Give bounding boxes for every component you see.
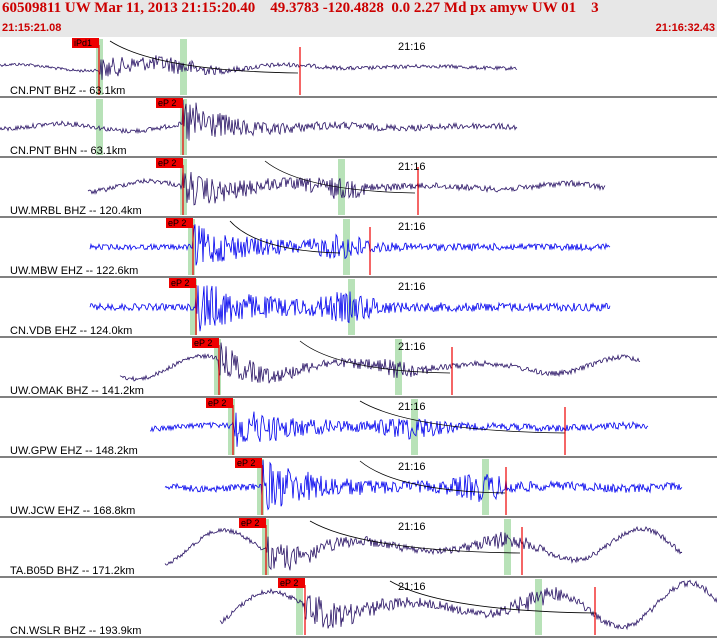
minute-label: 21:16 (398, 221, 426, 233)
station-label: CN.VDB EHZ -- 124.0km (10, 325, 132, 337)
pick-window-band (257, 459, 264, 515)
pick-label-box[interactable] (156, 158, 183, 168)
pick-label: eP 2 (171, 278, 189, 288)
pick-label-box[interactable] (72, 38, 99, 48)
travel-time-curve (359, 460, 506, 494)
pick-label-box[interactable] (235, 458, 262, 468)
minute-label: 21:16 (398, 581, 426, 593)
waveform-trace (149, 411, 649, 447)
station-label: CN.WSLR BHZ -- 193.9km (10, 625, 141, 637)
pick-label: iPd1 (74, 38, 92, 48)
pick-label: eP 2 (237, 458, 255, 468)
trace-row[interactable]: iPd1 21:16 CN.PNT BHZ -- 63.1km (0, 38, 717, 98)
pick-label-box[interactable] (156, 98, 183, 108)
trace-row[interactable]: eP 2 CN.PNT BHN -- 63.1km (0, 98, 717, 158)
travel-time-curve (359, 400, 566, 434)
pick-label: eP 2 (158, 158, 176, 168)
waveform-trace (164, 460, 683, 511)
end-time: 21:16:32.43 (655, 22, 715, 34)
waveform-trace (219, 579, 717, 631)
pick-window-band (338, 159, 345, 215)
station-label: UW.MBW EHZ -- 122.6km (10, 265, 138, 277)
pick-label-box[interactable] (166, 218, 193, 228)
waveform-trace (87, 169, 606, 206)
event-title: 60509811 UW Mar 11, 2013 21:15:20.40 49.… (2, 0, 599, 16)
station-label: UW.GPW EHZ -- 148.2km (10, 445, 138, 457)
minute-label: 21:16 (398, 521, 426, 533)
pick-window-band (535, 579, 542, 635)
trace-row[interactable]: eP 2 21:16 UW.MRBL BHZ -- 120.4km (0, 158, 717, 218)
pick-window-band (343, 219, 350, 275)
pick-label-box[interactable] (192, 338, 219, 348)
minute-label: 21:16 (398, 161, 426, 173)
pick-label: eP 2 (168, 218, 186, 228)
pick-window-band (395, 339, 402, 395)
pick-window-band (228, 399, 235, 455)
pick-label-box[interactable] (169, 278, 196, 288)
pick-label: eP 2 (241, 518, 259, 528)
waveform-trace (0, 99, 518, 141)
waveform-trace (119, 342, 641, 384)
travel-time-curve (309, 520, 521, 554)
waveform-trace (89, 285, 611, 332)
pick-label-box[interactable] (278, 578, 305, 588)
minute-label: 21:16 (398, 341, 426, 353)
pick-label: eP 2 (194, 338, 212, 348)
pick-label-box[interactable] (239, 518, 266, 528)
event-header: 60509811 UW Mar 11, 2013 21:15:20.40 49.… (0, 0, 717, 37)
pick-label: eP 2 (158, 98, 176, 108)
pick-window-band (482, 459, 489, 515)
trace-row[interactable]: eP 2 21:16 TA.B05D BHZ -- 171.2km (0, 518, 717, 578)
waveform-trace (0, 55, 518, 80)
start-time: 21:15:21.08 (2, 22, 62, 34)
pick-label: eP 2 (208, 398, 226, 408)
pick-window-band (214, 339, 221, 395)
pick-label-box[interactable] (206, 398, 233, 408)
pick-window-band (504, 519, 511, 575)
trace-row[interactable]: eP 2 21:16 UW.MBW EHZ -- 122.6km (0, 218, 717, 278)
travel-time-curve (389, 580, 596, 614)
waveform-trace (164, 525, 683, 571)
trace-row[interactable]: eP 2 21:16 CN.VDB EHZ -- 124.0km (0, 278, 717, 338)
trace-row[interactable]: eP 2 21:16 UW.OMAK BHZ -- 141.2km (0, 338, 717, 398)
station-label: TA.B05D BHZ -- 171.2km (10, 565, 135, 577)
minute-label: 21:16 (398, 41, 426, 53)
pick-window-band (188, 219, 195, 275)
trace-row[interactable]: eP 2 21:16 UW.JCW EHZ -- 168.8km (0, 458, 717, 518)
pick-window-band (348, 279, 355, 335)
station-label: CN.PNT BHN -- 63.1km (10, 145, 127, 157)
trace-row[interactable]: eP 2 21:16 UW.GPW EHZ -- 148.2km (0, 398, 717, 458)
pick-label: eP 2 (280, 578, 298, 588)
pick-window-band (411, 399, 418, 455)
station-label: UW.JCW EHZ -- 168.8km (10, 505, 135, 517)
pick-window-band (190, 279, 197, 335)
travel-time-curve (299, 340, 451, 374)
pick-window-band (296, 579, 303, 635)
minute-label: 21:16 (398, 281, 426, 293)
travel-time-curve (264, 160, 416, 194)
travel-time-curve (109, 40, 299, 74)
station-label: UW.MRBL BHZ -- 120.4km (10, 205, 142, 217)
minute-label: 21:16 (398, 401, 426, 413)
waveform-trace (89, 224, 611, 266)
trace-row[interactable]: eP 2 21:16 CN.WSLR BHZ -- 193.9km (0, 578, 717, 638)
station-label: UW.OMAK BHZ -- 141.2km (10, 385, 144, 397)
travel-time-curve (229, 220, 341, 254)
station-label: CN.PNT BHZ -- 63.1km (10, 85, 125, 97)
pick-window-band (180, 39, 187, 95)
minute-label: 21:16 (398, 461, 426, 473)
